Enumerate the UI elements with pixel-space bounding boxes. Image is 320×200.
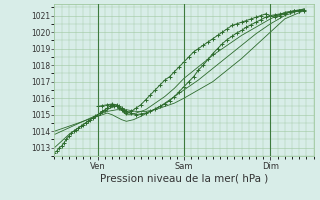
X-axis label: Pression niveau de la mer( hPa ): Pression niveau de la mer( hPa ) — [100, 173, 268, 183]
